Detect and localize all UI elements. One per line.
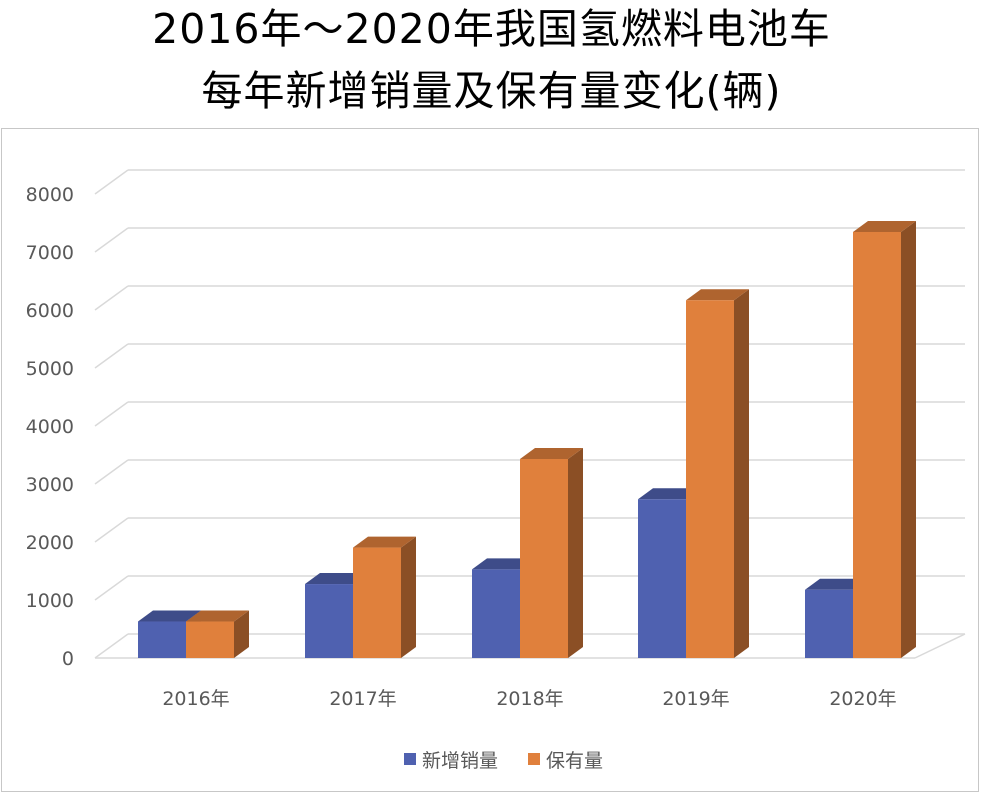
gridline-side bbox=[94, 517, 129, 543]
gridline-side bbox=[94, 575, 129, 601]
bar-new-sales-1 bbox=[138, 621, 186, 658]
floor-edge-right bbox=[914, 633, 966, 659]
bar-stock-3 bbox=[520, 459, 568, 658]
gridline-side bbox=[94, 633, 129, 659]
y-tick-label: 3000 bbox=[26, 474, 74, 496]
bar-top bbox=[853, 220, 916, 232]
y-tick-label: 5000 bbox=[26, 358, 74, 380]
bar-stock-5 bbox=[853, 231, 901, 659]
chart-title-line2: 每年新增销量及保有量变化(辆) bbox=[201, 67, 782, 115]
bar-top bbox=[186, 610, 249, 622]
legend-label: 新增销量 bbox=[422, 750, 498, 772]
bar-stock-1 bbox=[186, 621, 234, 658]
bar-side bbox=[901, 220, 916, 659]
x-category-label: 2017年 bbox=[329, 688, 396, 710]
legend-swatch bbox=[404, 753, 416, 765]
bar-stock-4 bbox=[686, 300, 734, 658]
bar-new-sales-5 bbox=[805, 589, 853, 658]
bar-new-sales-4 bbox=[638, 499, 686, 658]
bar-top bbox=[805, 578, 868, 590]
bar-new-sales-2 bbox=[305, 584, 353, 658]
bar-stock-2 bbox=[353, 547, 401, 658]
chart-title-line1: 2016年～2020年我国氢燃料电池车 bbox=[152, 5, 831, 53]
bar-side bbox=[568, 448, 583, 658]
bar-top bbox=[520, 448, 583, 460]
bar-top bbox=[138, 610, 201, 622]
bar-top bbox=[305, 573, 368, 585]
bar-new-sales-3 bbox=[472, 569, 520, 658]
legend-label: 保有量 bbox=[546, 750, 603, 772]
bar-side bbox=[401, 536, 416, 658]
bar-side bbox=[234, 610, 249, 658]
gridline-side bbox=[94, 401, 129, 427]
legend-swatch bbox=[528, 753, 540, 765]
y-tick-label: 4000 bbox=[26, 416, 74, 438]
y-tick-label: 1000 bbox=[26, 590, 74, 612]
x-category-label: 2019年 bbox=[662, 688, 729, 710]
bar-top bbox=[686, 289, 749, 301]
y-tick-label: 7000 bbox=[26, 242, 74, 264]
bar-top bbox=[638, 488, 701, 500]
gridline-side bbox=[94, 169, 129, 195]
x-category-label: 2018年 bbox=[496, 688, 563, 710]
bar-side bbox=[734, 289, 749, 658]
y-tick-label: 8000 bbox=[26, 184, 74, 206]
bar-top bbox=[353, 536, 416, 548]
bar-top bbox=[472, 558, 535, 570]
x-category-label: 2020年 bbox=[829, 688, 896, 710]
gridline-side bbox=[94, 343, 129, 369]
gridline-side bbox=[94, 227, 129, 253]
y-tick-label: 2000 bbox=[26, 532, 74, 554]
y-tick-label: 6000 bbox=[26, 300, 74, 322]
x-category-label: 2016年 bbox=[162, 688, 229, 710]
gridline-side bbox=[94, 285, 129, 311]
gridline-side bbox=[94, 459, 129, 485]
y-tick-label: 0 bbox=[62, 648, 74, 670]
